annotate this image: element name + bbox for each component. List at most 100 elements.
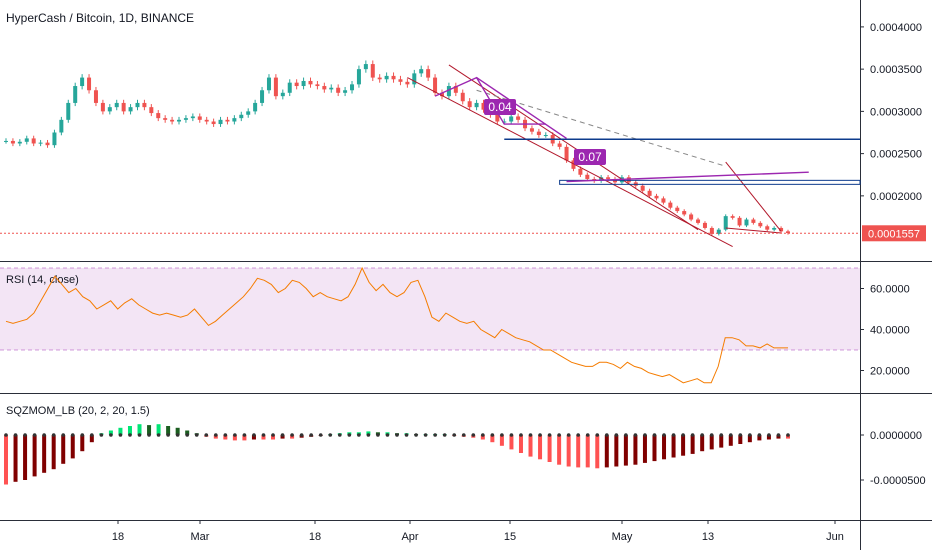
price-tick-label: 0.0002000 — [870, 191, 922, 203]
candle-body — [689, 214, 694, 220]
sqz-axis: 0.0000000 -0.0000500 — [860, 430, 926, 487]
sqz-dot — [194, 433, 199, 437]
sqz-dot — [490, 433, 495, 437]
sqz-dot — [147, 433, 151, 437]
candle-body — [460, 92, 465, 102]
candle-body — [599, 177, 604, 181]
candle-body — [322, 86, 327, 90]
candle-body — [426, 69, 431, 78]
time-tick-label: May — [612, 531, 633, 543]
candle-body — [363, 64, 368, 70]
wedge-lower — [725, 227, 782, 234]
sqz-dot — [481, 433, 485, 437]
sqz-dot — [337, 433, 342, 437]
sqz-bar — [108, 430, 113, 435]
sqz-dot — [128, 433, 132, 437]
candle-body — [177, 119, 182, 122]
sqz-bar — [223, 435, 228, 440]
candle-body — [647, 190, 652, 196]
price-tick-label: 0.0004000 — [870, 22, 922, 34]
candle-body — [516, 116, 521, 120]
candle-body — [246, 111, 251, 115]
candle-body — [149, 107, 154, 114]
price-tick-label: 0.0003000 — [870, 106, 922, 118]
candle-body — [211, 121, 216, 125]
channel-lower — [407, 77, 733, 247]
sqz-bar — [633, 435, 638, 465]
candle-body — [536, 131, 541, 136]
rsi-tick-label: 20.0000 — [870, 366, 910, 378]
sqz-bar — [261, 435, 266, 440]
candle-body — [467, 101, 472, 108]
sqz-dot — [42, 433, 46, 437]
candle-body — [73, 86, 78, 103]
candle-body — [370, 64, 375, 78]
sqz-dot — [690, 433, 695, 437]
candle-body — [315, 84, 320, 87]
sqz-bar — [614, 435, 619, 467]
price-axis: 0.0004000 0.0003500 0.0003000 0.0002500 0.00… — [860, 22, 922, 203]
price-overlays — [407, 64, 861, 247]
candle-body — [287, 82, 292, 93]
candle-body — [702, 222, 707, 228]
sqz-dot — [137, 433, 142, 437]
candle-body — [10, 140, 15, 144]
sqz-dot — [395, 433, 399, 437]
rsi-title: RSI (14, close) — [6, 274, 79, 286]
pattern-upper-line — [566, 171, 809, 183]
candle-body — [128, 107, 133, 112]
sqz-dot — [223, 433, 228, 437]
candle-body — [557, 143, 562, 147]
dashed-trend — [476, 89, 726, 167]
candle-body — [709, 227, 714, 234]
sqz-dot — [471, 433, 476, 437]
sqz-bar — [175, 427, 180, 435]
sqz-dot — [414, 433, 418, 437]
channel-upper — [448, 64, 699, 231]
candle-body — [716, 229, 721, 234]
sqz-dot — [652, 433, 657, 437]
candle-body — [661, 198, 666, 203]
sqz-bar — [538, 435, 543, 460]
sqz-bar — [4, 435, 8, 485]
sqz-dot — [728, 433, 733, 437]
sqz-dot — [500, 433, 504, 437]
candle-body — [398, 79, 403, 82]
candle-body — [197, 116, 202, 120]
last-price-tag — [862, 225, 926, 242]
sqz-dot — [214, 433, 218, 437]
candle-body — [273, 77, 278, 97]
candle-body — [135, 102, 140, 108]
price-candles — [4, 60, 790, 236]
sqz-dot — [547, 433, 552, 437]
sqz-tick-label: 0.0000000 — [870, 430, 922, 442]
candle-body — [121, 102, 126, 112]
candle-body — [253, 102, 258, 112]
rsi-tick-label: 40.0000 — [870, 325, 910, 337]
candle-body — [744, 219, 749, 226]
sqz-bar — [576, 435, 581, 468]
sqz-dot — [538, 433, 542, 437]
candle-body — [405, 81, 410, 85]
candle-body — [204, 119, 209, 122]
candle-body — [765, 226, 770, 230]
sqz-dot — [118, 433, 123, 437]
sqz-dot — [252, 433, 256, 437]
candle-body — [640, 185, 645, 191]
candle-body — [772, 227, 777, 230]
sqz-bar — [585, 435, 590, 468]
sqz-dot — [4, 433, 8, 437]
candle-body — [336, 87, 341, 93]
candle-body — [758, 222, 763, 227]
time-tick-label: Mar — [191, 531, 210, 543]
candle-body — [93, 90, 98, 103]
candle-body — [730, 216, 735, 218]
candle-body — [474, 102, 479, 108]
sqz-bar — [242, 435, 247, 441]
candle-body — [260, 90, 265, 103]
sqz-dot — [585, 433, 590, 437]
candle-body — [668, 202, 673, 208]
sqz-dot — [61, 433, 66, 437]
sqz-dot — [23, 433, 27, 437]
